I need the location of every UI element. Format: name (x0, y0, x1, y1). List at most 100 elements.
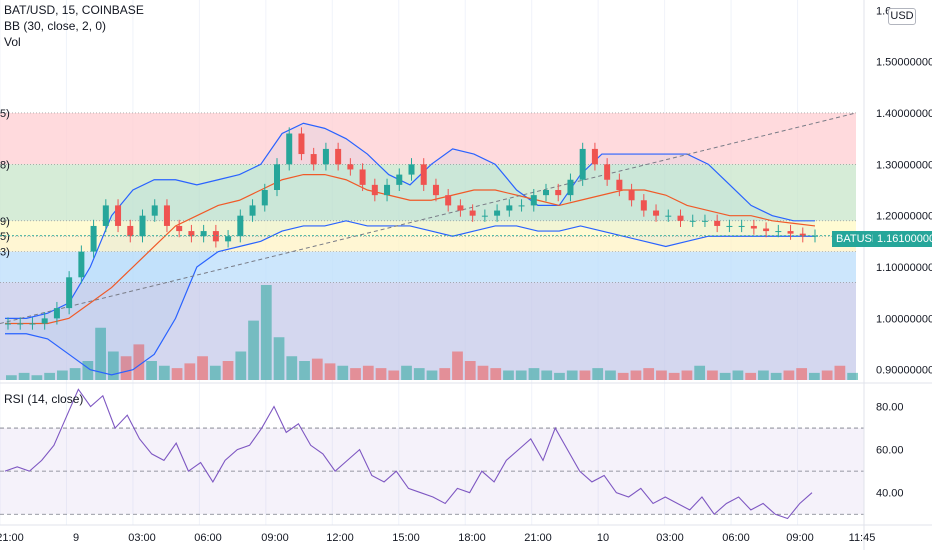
currency-badge[interactable]: USD (888, 8, 916, 25)
fib-zone (0, 112, 856, 165)
candle-body (310, 154, 317, 165)
volume-bar (299, 361, 310, 380)
last-price-badge: 1.16100000 (873, 231, 932, 247)
volume-bar (554, 372, 565, 380)
time-tick-label: 15:00 (392, 532, 420, 544)
volume-bar (464, 361, 476, 380)
bb-line[interactable]: BB (30, close, 2, 0) (4, 19, 107, 33)
candle-body (530, 195, 537, 206)
legend-block: BAT/USD, 15, COINBASE BB (30, close, 2, … (4, 2, 144, 50)
volume-bar (605, 370, 616, 380)
candle-body (494, 210, 501, 216)
time-tick-label: 03:00 (656, 532, 684, 544)
volume-bar (707, 370, 718, 380)
time-tick-label: 06:00 (722, 532, 750, 544)
candle-body (298, 133, 305, 155)
price-tick-label: 1.50000000 (876, 57, 932, 69)
candle-body (384, 184, 391, 196)
volume-bar (821, 370, 833, 380)
candle-body (249, 205, 256, 216)
price-tick-label: 0.90000000 (876, 365, 932, 377)
candle-body (335, 148, 342, 165)
symbol-line[interactable]: BAT/USD, 15, COINBASE (4, 3, 144, 17)
candle-body (738, 225, 745, 227)
volume-bar (719, 372, 731, 380)
volume-bar (413, 368, 425, 380)
volume-bar (120, 356, 132, 380)
rsi-tick-label: 40.00 (876, 488, 904, 500)
volume-bar (337, 365, 349, 380)
volume-bar (362, 365, 374, 380)
bb-upper-line (5, 122, 815, 319)
candle-body (188, 231, 195, 237)
candle-body (469, 210, 476, 216)
volume-bar (745, 372, 757, 380)
candle-body (151, 205, 158, 216)
volume-bar (732, 370, 744, 380)
volume-bar (579, 370, 591, 380)
time-tick-label: 12:00 (326, 532, 354, 544)
candle-body (506, 205, 513, 211)
volume-bar (617, 372, 629, 380)
candle-body (604, 164, 611, 180)
candle-body (457, 205, 464, 211)
candle-body (555, 190, 562, 196)
candle-body (640, 200, 647, 211)
time-tick-label: 03:00 (128, 532, 156, 544)
candle-body (799, 233, 806, 237)
candle-body (591, 148, 598, 165)
volume-bar (809, 372, 820, 380)
volume-bar (18, 372, 30, 380)
rsi-line-label[interactable]: RSI (14, close) (4, 392, 84, 406)
candle-body (750, 225, 757, 229)
candle-body (17, 323, 24, 325)
candle-body (5, 323, 11, 325)
rsi-tick-label: 60.00 (876, 445, 904, 457)
volume-bar (350, 368, 361, 380)
candle-body (29, 323, 36, 325)
volume-bar (235, 351, 247, 380)
rsi-line (4, 388, 813, 520)
volume-bar (426, 370, 438, 380)
volume-bar (171, 368, 183, 380)
candle-body (115, 205, 122, 226)
candle-body (53, 308, 60, 319)
candle-body (225, 236, 232, 242)
volume-bar (796, 368, 808, 380)
candle-body (66, 277, 73, 309)
volume-bar (197, 356, 208, 380)
volume-bar (490, 368, 502, 380)
volume-bar (209, 365, 221, 380)
candle-body (127, 225, 134, 237)
fib-edge-label: 8) (0, 159, 10, 171)
volume-bar (681, 370, 693, 380)
price-tick-label: 1.40000000 (876, 108, 932, 120)
candle-body (420, 164, 427, 185)
candle-body (689, 220, 696, 222)
candle-body (812, 235, 818, 237)
candle-body (200, 231, 207, 237)
time-tick-label: 06:00 (194, 532, 222, 544)
volume-bar (146, 361, 157, 380)
candle-body (616, 179, 623, 190)
rsi-legend: RSI (14, close) (4, 391, 83, 407)
vol-line[interactable]: Vol (4, 35, 21, 49)
candle-body (726, 225, 733, 227)
candle-body (286, 133, 293, 165)
volume-bar (770, 372, 782, 380)
price-tick-label: 1.00000000 (876, 313, 932, 325)
time-tick-label: 9 (73, 532, 79, 544)
volume-bar (273, 337, 285, 380)
time-tick-label: 21:00 (524, 532, 552, 544)
candle-body (139, 215, 146, 237)
time-tick-label: 11:45 (849, 532, 876, 544)
time-tick-label: 21:00 (0, 532, 24, 544)
rsi-tick-label: 80.00 (876, 402, 904, 414)
volume-bar (44, 372, 55, 380)
candle-body (347, 164, 354, 170)
candle-body (371, 184, 378, 196)
bb-lower-line (5, 220, 815, 376)
volume-bar (668, 372, 680, 380)
